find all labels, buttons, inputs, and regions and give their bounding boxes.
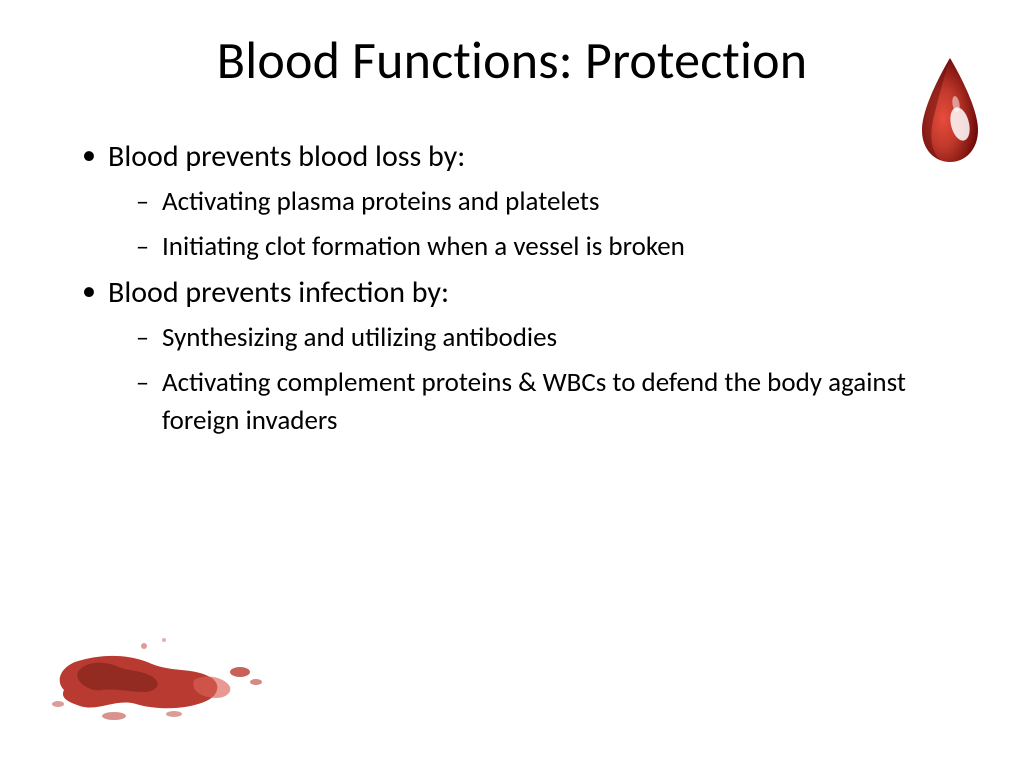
bullet-item: Blood prevents blood loss by: Activating… xyxy=(78,136,974,266)
blood-splatter-icon xyxy=(44,620,284,730)
slide-content: Blood prevents blood loss by: Activating… xyxy=(50,136,974,440)
bullet-text: Blood prevents blood loss by: xyxy=(108,138,465,175)
bullet-item: Blood prevents infection by: Synthesizin… xyxy=(78,272,974,440)
sub-bullet-item: Synthesizing and utilizing antibodies xyxy=(134,319,974,357)
sub-bullet-list: Activating plasma proteins and platelets… xyxy=(134,183,974,266)
bullet-text: Blood prevents infection by: xyxy=(108,274,449,311)
slide-title: Blood Functions: Protection xyxy=(50,28,974,92)
sub-bullet-list: Synthesizing and utilizing antibodies Ac… xyxy=(134,319,974,440)
slide: Blood Functions: Protection Blood preven… xyxy=(0,0,1024,768)
sub-bullet-item: Activating plasma proteins and platelets xyxy=(134,183,974,221)
blood-drop-icon xyxy=(910,54,990,166)
sub-bullet-item: Activating complement proteins & WBCs to… xyxy=(134,364,974,441)
bullet-list: Blood prevents blood loss by: Activating… xyxy=(78,136,974,440)
sub-bullet-item: Initiating clot formation when a vessel … xyxy=(134,228,974,266)
